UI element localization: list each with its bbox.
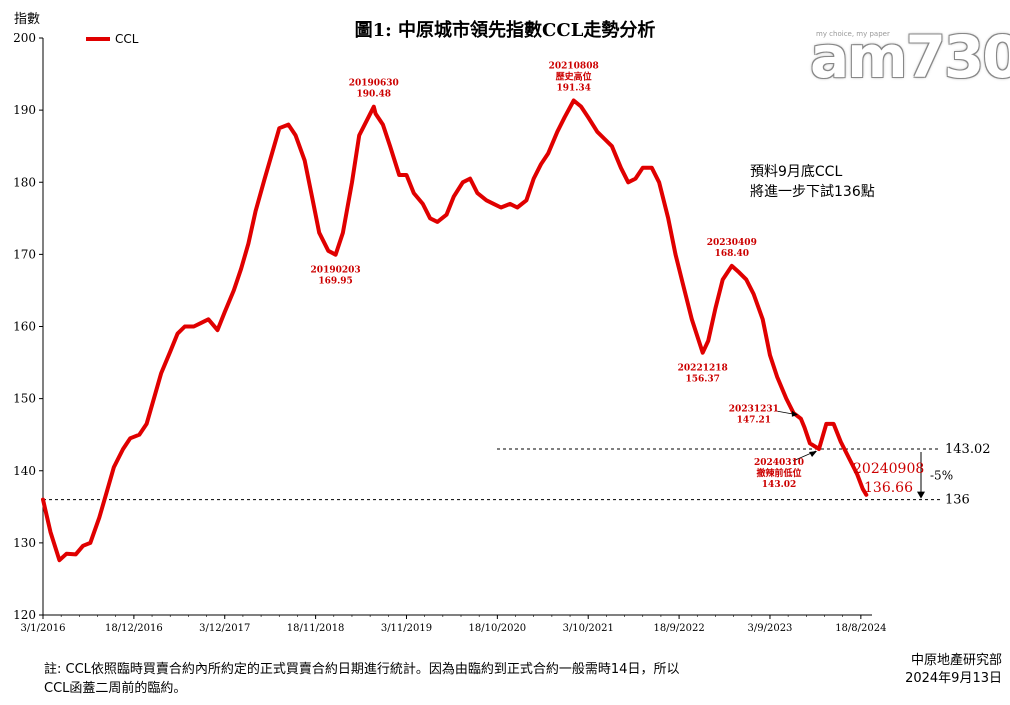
- y-tick-label: 160: [13, 320, 36, 334]
- annotation-arrowhead: [791, 410, 798, 417]
- annotation-date: 20240908: [853, 461, 924, 477]
- annotation-label: 20221218: [678, 364, 728, 374]
- y-tick-label: 190: [13, 103, 36, 117]
- annotation-label: 撤辣前低位: [757, 467, 802, 479]
- source-block: 中原地產研究部 2024年9月13日: [905, 652, 1002, 688]
- annotation-label: 20210808: [549, 61, 599, 71]
- annotation-value: 136.66: [864, 480, 913, 496]
- annotation-label: 20190203: [311, 266, 361, 276]
- annotation-label: 156.37: [685, 375, 719, 385]
- annotation-label: 20231231: [729, 405, 779, 415]
- x-tick-label: 18/12/2016: [105, 623, 163, 634]
- change-arrow-head: [917, 491, 925, 499]
- x-tick-label: 3/1/2016: [21, 623, 66, 634]
- y-tick-label: 120: [13, 608, 36, 622]
- y-tick-label: 170: [13, 247, 36, 261]
- x-tick-label: 18/9/2022: [653, 623, 704, 634]
- x-tick-label: 3/12/2017: [199, 623, 250, 634]
- annotation-label: 147.21: [737, 416, 771, 426]
- ccl-series-line: [41, 98, 869, 563]
- annotation-label: 169.95: [318, 277, 352, 287]
- watermark-text: am730: [810, 23, 1010, 91]
- x-tick-label: 3/9/2023: [748, 623, 793, 634]
- y-tick-label: 200: [13, 31, 36, 45]
- change-label: -5%: [930, 468, 953, 482]
- am730-watermark-logo: my choice, my paper am730: [810, 28, 1010, 86]
- x-tick-label: 18/10/2020: [469, 623, 527, 634]
- forecast-line-1: 預料9月底CCL: [750, 164, 843, 180]
- annotation-label: 190.48: [357, 90, 391, 100]
- watermark-tagline: my choice, my paper: [816, 30, 890, 38]
- y-tick-label: 130: [13, 536, 36, 550]
- x-tick-label: 18/8/2024: [835, 623, 886, 634]
- x-tick-label: 3/10/2021: [563, 623, 614, 634]
- legend-label: CCL: [115, 32, 139, 46]
- source-date: 2024年9月13日: [905, 671, 1002, 686]
- y-tick-label: 150: [13, 392, 36, 406]
- annotation-label: 168.40: [715, 249, 749, 259]
- annotation-label: 191.34: [556, 83, 590, 93]
- footnote: 註: CCL依照臨時買賣合約內所約定的正式買賣合約日期進行統計。因為由臨約到正式…: [44, 662, 680, 696]
- x-tick-label: 18/11/2018: [287, 623, 345, 634]
- reference-line-label: 143.02: [945, 442, 991, 457]
- legend-swatch: [86, 37, 110, 41]
- forecast-line-2: 將進一步下試136點: [750, 184, 875, 200]
- annotation-label: 歷史高位: [556, 70, 592, 82]
- annotation-arrowhead: [809, 450, 818, 457]
- source-name: 中原地產研究部: [910, 653, 1002, 668]
- reference-line-label: 136: [945, 493, 970, 508]
- annotation-label: 20190630: [349, 79, 399, 89]
- annotation-label: 20240310: [754, 458, 804, 468]
- y-axis-label: 指數: [14, 12, 41, 27]
- annotation-label: 143.02: [762, 480, 796, 490]
- y-tick-label: 180: [13, 175, 36, 189]
- y-tick-label: 140: [13, 464, 36, 478]
- forecast-text: 預料9月底CCL 將進一步下試136點: [750, 162, 875, 202]
- x-tick-label: 3/11/2019: [381, 623, 432, 634]
- annotation-label: 20230409: [707, 238, 757, 248]
- legend: CCL: [86, 32, 138, 46]
- chart-title: 圖1: 中原城市領先指數CCL走勢分析: [354, 20, 656, 41]
